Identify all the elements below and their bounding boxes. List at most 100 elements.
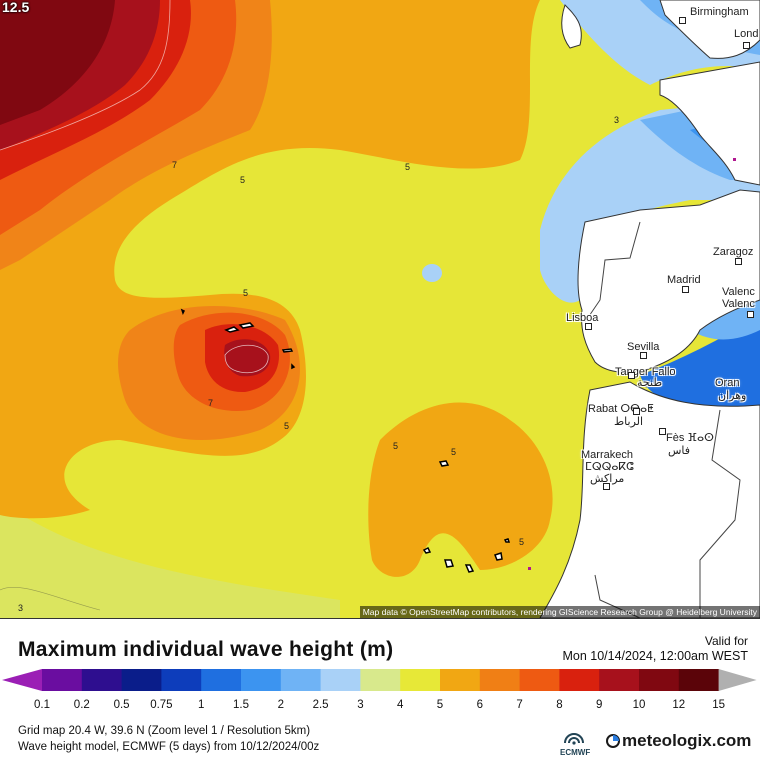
city-label-fes-ar[interactable]: فاس bbox=[668, 445, 691, 457]
contour-label: 5 bbox=[451, 447, 457, 457]
colorbar-segment bbox=[519, 669, 560, 691]
legend-title: Maximum individual wave height (m) bbox=[18, 638, 394, 661]
colorbar-tick-label: 0.2 bbox=[73, 699, 90, 711]
contour-line bbox=[0, 0, 171, 151]
land-north-africa bbox=[539, 381, 760, 618]
sea-5-6m-south bbox=[368, 402, 553, 577]
wave-height-map[interactable]: 12.5 7 5 5 3 5 7 5 5 5 5 3 Birmingham Lo… bbox=[0, 0, 760, 619]
valid-for-label: Valid for bbox=[704, 634, 748, 648]
contour-label: 7 bbox=[208, 398, 214, 408]
colorbar-tick-label: 2.5 bbox=[312, 699, 329, 711]
city-label-valencia[interactable]: Valenc Valenc bbox=[722, 286, 755, 310]
colorbar-segment bbox=[559, 669, 600, 691]
city-label-rabat[interactable]: Rabat ⵔⴱⴰⵟ bbox=[588, 403, 654, 415]
colorbar bbox=[2, 669, 757, 691]
city-label-oran-ar[interactable]: وهران bbox=[718, 390, 747, 402]
brand-link[interactable]: meteologix.com bbox=[622, 731, 752, 750]
colorbar-segment bbox=[280, 669, 322, 691]
meteologix-logo-icon bbox=[606, 734, 620, 748]
contour-line-center bbox=[224, 344, 269, 374]
city-label-marrakech[interactable]: Marrakech bbox=[581, 449, 633, 461]
sea-9-10m-center bbox=[224, 339, 271, 377]
city-marker bbox=[633, 408, 640, 415]
contour-label: 5 bbox=[519, 537, 525, 547]
colorbar-tick-label: 0.5 bbox=[113, 699, 130, 711]
ecmwf-logo-icon[interactable] bbox=[559, 727, 589, 757]
colorbar-segment bbox=[360, 669, 401, 691]
colorbar-segment bbox=[320, 669, 361, 691]
colorbar-tick-label: 1 bbox=[197, 699, 205, 711]
colorbar-tick-label: 5 bbox=[436, 699, 444, 711]
colorbar-segment bbox=[81, 669, 123, 691]
city-marker bbox=[585, 323, 592, 330]
city-label-marrakech-ar[interactable]: مراكش bbox=[590, 473, 625, 485]
city-label-rabat-ar[interactable]: الرباط bbox=[614, 416, 644, 428]
legend-panel: Maximum individual wave height (m) Valid… bbox=[0, 619, 760, 760]
colorbar-segment bbox=[241, 669, 282, 691]
land-ireland bbox=[561, 4, 582, 49]
map-canvas bbox=[0, 0, 760, 618]
contour-label: 5 bbox=[284, 421, 290, 431]
colorbar-segment bbox=[42, 669, 83, 691]
land-iberia bbox=[577, 189, 760, 373]
border-portugal-spain bbox=[584, 221, 641, 323]
sea-patch-small bbox=[422, 264, 442, 282]
colorbar-min-arrow bbox=[2, 669, 42, 691]
city-label-tanger-ar[interactable]: طنجة bbox=[637, 377, 663, 389]
colorbar-tick-label: 6 bbox=[476, 699, 483, 711]
city-marker bbox=[640, 352, 647, 359]
city-marker bbox=[735, 258, 742, 265]
city-marker bbox=[743, 42, 750, 49]
colorbar-segment bbox=[639, 669, 680, 691]
city-marker bbox=[682, 286, 689, 293]
colorbar-tick-label: 3 bbox=[357, 699, 364, 711]
land-france bbox=[659, 61, 760, 186]
valid-time: Mon 10/14/2024, 12:00am WEST bbox=[562, 649, 748, 663]
colorbar-segment bbox=[201, 669, 242, 691]
city-label-lisboa[interactable]: Lisboa bbox=[566, 312, 599, 324]
contour-label: 5 bbox=[243, 288, 249, 298]
city-marker bbox=[679, 17, 686, 24]
city-label-london[interactable]: Lond bbox=[734, 28, 759, 40]
colorbar-tick-label: 12 bbox=[672, 699, 686, 711]
contour-label: 7 bbox=[172, 160, 178, 170]
colorbar-segment bbox=[599, 669, 640, 691]
city-label-oran[interactable]: Oran bbox=[715, 377, 740, 389]
model-info: Wave height model, ECMWF (5 days) from 1… bbox=[18, 741, 320, 753]
colorbar-max-arrow bbox=[718, 669, 757, 691]
city-label-madrid[interactable]: Madrid bbox=[667, 274, 701, 286]
sea-3-4m-sw bbox=[0, 500, 340, 618]
city-marker bbox=[659, 428, 666, 435]
colorbar-segment bbox=[479, 669, 521, 691]
colorbar-tick-label: 15 bbox=[712, 699, 725, 711]
sea-10-12m bbox=[0, 0, 115, 125]
colorbar-segment bbox=[121, 669, 162, 691]
contour-label: 3 bbox=[18, 603, 24, 613]
colorbar-tick-label: 7 bbox=[516, 699, 523, 711]
city-marker bbox=[628, 372, 635, 379]
colorbar-tick-label: 0.75 bbox=[150, 699, 173, 711]
colorbar-tick-label: 10 bbox=[632, 699, 646, 711]
contour-line-sw bbox=[0, 586, 101, 611]
city-label-zaragoza[interactable]: Zaragoz bbox=[713, 246, 754, 258]
city-label-sevilla[interactable]: Sevilla bbox=[627, 341, 660, 353]
ecmwf-label: ECMWF bbox=[560, 748, 591, 757]
grid-info: Grid map 20.4 W, 39.6 N (Zoom level 1 / … bbox=[18, 725, 311, 737]
contour-label: 5 bbox=[405, 162, 411, 172]
map-attribution[interactable]: Map data © OpenStreetMap contributors, r… bbox=[359, 606, 760, 618]
colorbar-tick-label: 9 bbox=[595, 699, 603, 711]
colorbar-segment bbox=[678, 669, 720, 691]
marker bbox=[528, 567, 531, 570]
colorbar-segment bbox=[440, 669, 481, 691]
city-label-marrakech-tf[interactable]: ⵎⵕⵕⴰⴽⵛ bbox=[585, 461, 634, 473]
colorbar-tick-label: 0.1 bbox=[34, 699, 50, 711]
city-marker bbox=[747, 311, 754, 318]
colorbar-segment bbox=[161, 669, 202, 691]
city-label-birmingham[interactable]: Birmingham bbox=[690, 6, 749, 18]
sea-balearic bbox=[690, 300, 760, 340]
colorbar-tick-label: 8 bbox=[556, 699, 563, 711]
canary-islands bbox=[422, 460, 511, 573]
colorbar-tick-label: 1.5 bbox=[233, 699, 249, 711]
contour-label: 3 bbox=[614, 115, 620, 125]
city-label-fes[interactable]: Fès ⴼⴰⵙ bbox=[666, 432, 714, 444]
